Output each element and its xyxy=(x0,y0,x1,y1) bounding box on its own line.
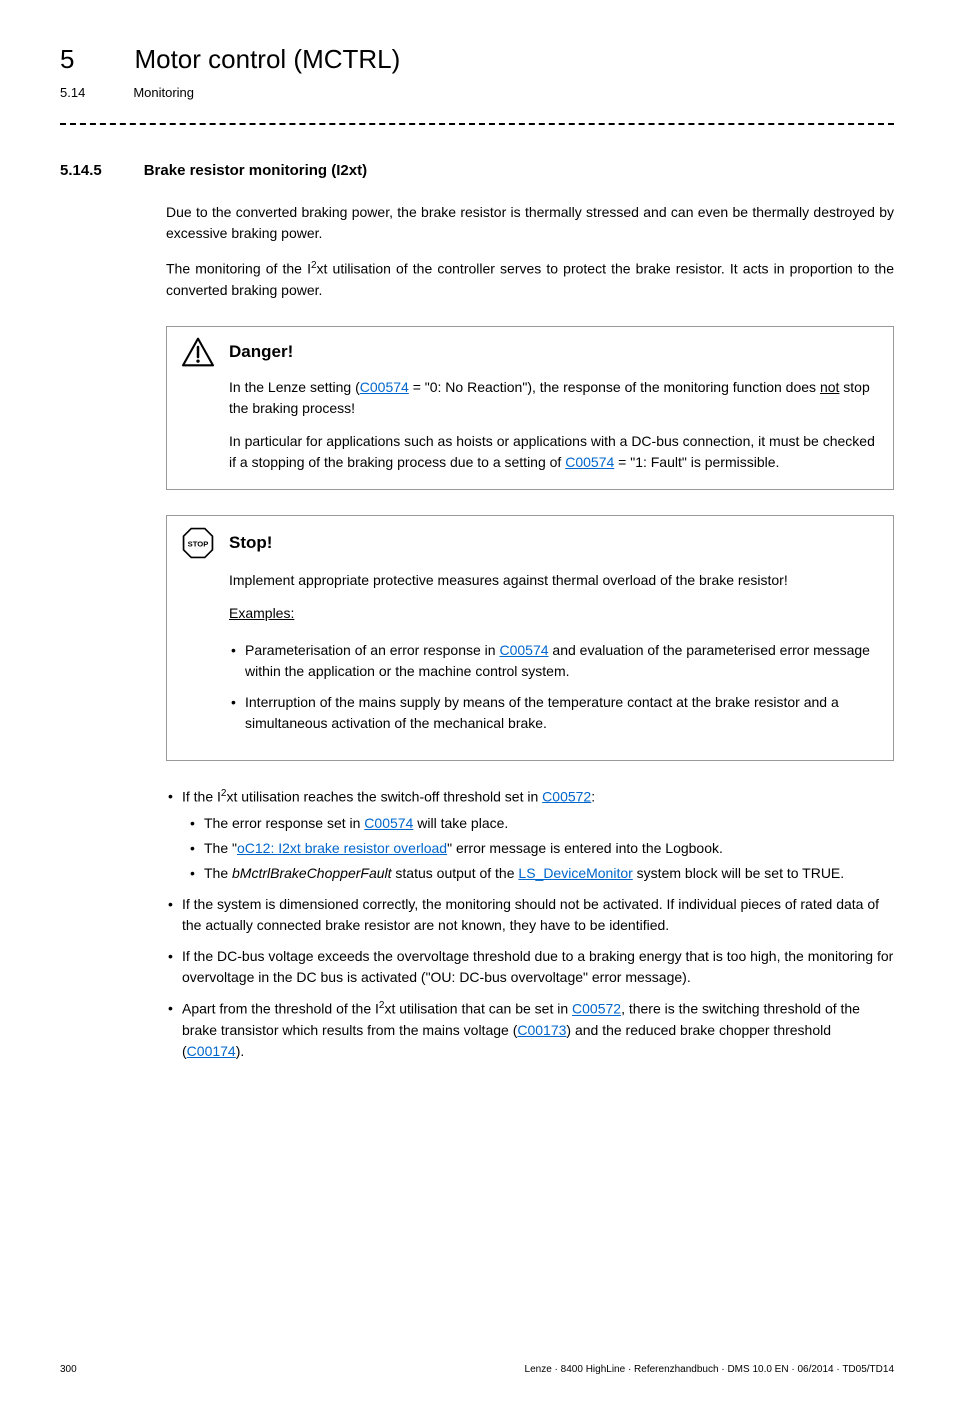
section-number: 5.14.5 xyxy=(60,160,102,183)
footer-text: Lenze · 8400 HighLine · Referenzhandbuch… xyxy=(525,1362,894,1377)
examples-label: Examples: xyxy=(229,603,294,624)
text: ). xyxy=(236,1043,245,1059)
text: " error message is entered into the Logb… xyxy=(447,840,723,856)
stop-paragraph-1: Implement appropriate protective measure… xyxy=(229,570,875,591)
link-c00574[interactable]: C00574 xyxy=(565,454,614,470)
danger-paragraph-1: In the Lenze setting (C00574 = "0: No Re… xyxy=(229,377,875,419)
stop-callout: STOP Stop! Implement appropriate protect… xyxy=(166,515,894,761)
link-ls-devicemonitor[interactable]: LS_DeviceMonitor xyxy=(518,865,632,881)
text: In the Lenze setting ( xyxy=(229,379,360,395)
stop-icon: STOP xyxy=(181,526,215,560)
link-c00574[interactable]: C00574 xyxy=(360,379,409,395)
list-item: Apart from the threshold of the I2xt uti… xyxy=(166,998,894,1062)
text: If the I xyxy=(182,788,221,804)
italic-text: bMctrlBrakeChopperFault xyxy=(232,865,392,881)
list-item: Interruption of the mains supply by mean… xyxy=(229,692,875,734)
main-bullet-list: If the I2xt utilisation reaches the swit… xyxy=(166,786,894,1062)
text: = "0: No Reaction"), the response of the… xyxy=(409,379,820,395)
list-item: If the I2xt utilisation reaches the swit… xyxy=(166,786,894,885)
subsection-title: Monitoring xyxy=(133,83,194,103)
callout-title: Danger! xyxy=(229,339,293,365)
page-footer: 300 Lenze · 8400 HighLine · Referenzhand… xyxy=(60,1362,894,1377)
list-item: If the DC-bus voltage exceeds the overvo… xyxy=(166,946,894,988)
intro-paragraph-2: The monitoring of the I2xt utilisation o… xyxy=(166,258,894,301)
text: : xyxy=(591,788,595,804)
section-title: Brake resistor monitoring (I2xt) xyxy=(144,160,367,183)
intro-paragraph-1: Due to the converted braking power, the … xyxy=(166,202,894,244)
callout-title: Stop! xyxy=(229,530,272,556)
section-header: 5.14.5 Brake resistor monitoring (I2xt) xyxy=(60,160,894,183)
text: = "1: Fault" is permissible. xyxy=(614,454,779,470)
subsection-line: 5.14 Monitoring xyxy=(60,83,894,103)
text: xt utilisation that can be set in xyxy=(384,1001,572,1017)
text: Apart from the threshold of the I xyxy=(182,1001,379,1017)
text: status output of the xyxy=(392,865,519,881)
page-number: 300 xyxy=(60,1362,77,1377)
danger-icon xyxy=(181,337,215,367)
link-c00572[interactable]: C00572 xyxy=(542,788,591,804)
examples-list: Parameterisation of an error response in… xyxy=(229,640,875,734)
text: The xyxy=(204,865,232,881)
text: The monitoring of the I xyxy=(166,261,311,277)
list-item: The bMctrlBrakeChopperFault status outpu… xyxy=(188,863,894,884)
callout-header: Danger! xyxy=(167,327,893,373)
text: system block will be set to TRUE. xyxy=(633,865,844,881)
text: xt utilisation reaches the switch-off th… xyxy=(226,788,542,804)
link-c00572[interactable]: C00572 xyxy=(572,1001,621,1017)
link-c00574[interactable]: C00574 xyxy=(499,642,548,658)
callout-header: STOP Stop! xyxy=(167,516,893,566)
link-c00574[interactable]: C00574 xyxy=(364,815,413,831)
svg-text:STOP: STOP xyxy=(188,539,209,548)
callout-body: Implement appropriate protective measure… xyxy=(167,566,893,760)
emphasis-not: not xyxy=(820,379,839,395)
text: The error response set in xyxy=(204,815,364,831)
danger-callout: Danger! In the Lenze setting (C00574 = "… xyxy=(166,326,894,490)
text: The " xyxy=(204,840,237,856)
sub-bullet-list: The error response set in C00574 will ta… xyxy=(188,813,894,884)
divider xyxy=(60,123,894,125)
subsection-number: 5.14 xyxy=(60,83,85,103)
link-oc12[interactable]: oC12: I2xt brake resistor overload xyxy=(237,840,447,856)
link-c00173[interactable]: C00173 xyxy=(517,1022,566,1038)
chapter-title: Motor control (MCTRL) xyxy=(134,40,400,79)
text: will take place. xyxy=(413,815,508,831)
link-c00174[interactable]: C00174 xyxy=(187,1043,236,1059)
list-item: The "oC12: I2xt brake resistor overload"… xyxy=(188,838,894,859)
list-item: If the system is dimensioned correctly, … xyxy=(166,894,894,936)
text: Parameterisation of an error response in xyxy=(245,642,499,658)
callout-body: In the Lenze setting (C00574 = "0: No Re… xyxy=(167,373,893,489)
list-item: Parameterisation of an error response in… xyxy=(229,640,875,682)
breadcrumb: 5 Motor control (MCTRL) xyxy=(60,40,894,79)
list-item: The error response set in C00574 will ta… xyxy=(188,813,894,834)
danger-paragraph-2: In particular for applications such as h… xyxy=(229,431,875,473)
chapter-number: 5 xyxy=(60,40,74,79)
content-body: Due to the converted braking power, the … xyxy=(166,202,894,1062)
